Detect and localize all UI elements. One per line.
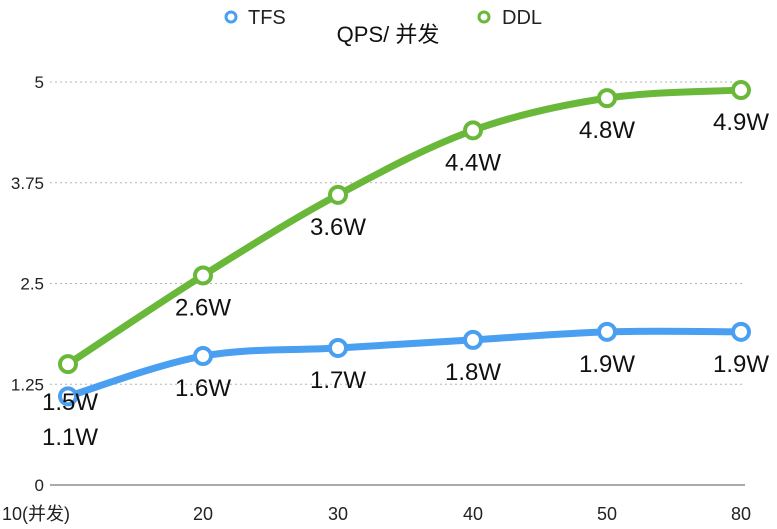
data-point-tfs [328, 337, 348, 358]
x-tick-label: 50 [597, 504, 617, 524]
y-tick-label: 1.25 [11, 375, 44, 394]
data-label-ddl: 4.8W [579, 117, 635, 144]
legend-marker-ddl [477, 10, 491, 24]
data-point-tfs [58, 386, 78, 407]
data-point-tfs [463, 329, 483, 350]
grid-lines [50, 81, 745, 486]
legend-label-ddl: DDL [502, 7, 542, 29]
data-label-tfs: 1.7W [310, 367, 366, 394]
data-label-ddl: 2.6W [175, 294, 231, 321]
data-label-tfs: 1.9W [713, 351, 769, 378]
x-tick-label: 40 [463, 504, 483, 524]
data-label-ddl: 4.9W [713, 109, 769, 136]
data-label-tfs: 1.1W [42, 424, 98, 451]
x-tick-label: 20 [193, 504, 213, 524]
data-labels: 1.1W 1.6W 1.7W 1.8W 1.9W 1.9W 1.5W 2.6W 3.6W 4.4W… [42, 109, 769, 451]
data-point-ddl [58, 354, 78, 375]
data-point-ddl [731, 80, 751, 101]
data-label-tfs: 1.8W [445, 359, 501, 386]
data-point-ddl [193, 265, 213, 286]
x-axis-ticks: 10(并发) 20 30 40 50 80 [2, 504, 751, 524]
series-group [58, 80, 751, 407]
x-tick-label: 30 [328, 504, 348, 524]
data-point-tfs [193, 346, 213, 367]
data-label-ddl: 4.4W [445, 149, 501, 176]
y-tick-label: 2.5 [20, 275, 44, 294]
data-point-ddl [463, 120, 483, 141]
series-line-ddl [64, 86, 745, 368]
y-axis-ticks: 0 1.25 2.5 3.75 5 [11, 73, 44, 495]
legend-label-tfs: TFS [248, 7, 286, 29]
y-tick-label: 5 [35, 73, 44, 92]
data-label-tfs: 1.6W [175, 375, 231, 402]
chart-title: QPS/ 并发 [337, 22, 440, 47]
data-point-ddl [328, 184, 348, 205]
y-tick-label: 0 [35, 476, 44, 495]
y-tick-label: 3.75 [11, 174, 44, 193]
data-point-tfs [731, 321, 751, 342]
x-tick-label: 10(并发) [2, 504, 70, 524]
legend-marker-tfs [224, 10, 238, 24]
x-tick-label: 80 [731, 504, 751, 524]
data-label-ddl: 3.6W [310, 214, 366, 241]
legend: TFS DDL [224, 7, 542, 29]
data-point-tfs [597, 321, 617, 342]
series-line-tfs [64, 327, 745, 400]
data-label-tfs: 1.9W [579, 351, 635, 378]
data-point-ddl [597, 88, 617, 109]
data-label-ddl: 1.5W [42, 389, 98, 416]
